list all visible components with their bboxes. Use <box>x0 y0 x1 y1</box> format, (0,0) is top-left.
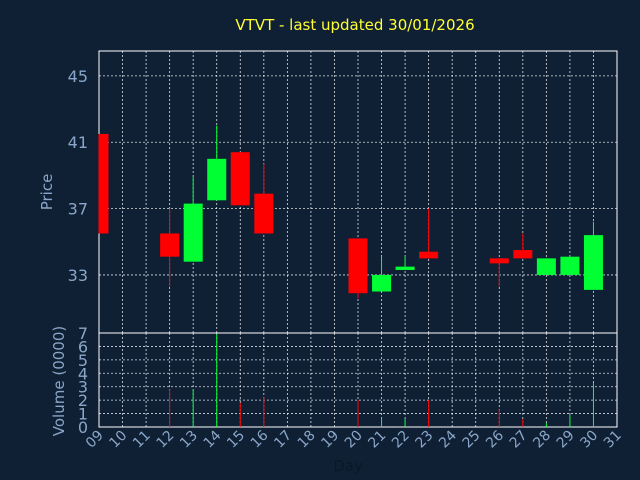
x-tick-label: 17 <box>271 428 295 452</box>
candle <box>98 133 109 234</box>
x-tick-label: 20 <box>342 428 366 452</box>
candle <box>348 238 368 299</box>
candle-body <box>207 158 227 201</box>
candle-body <box>254 193 274 234</box>
price-tick-label: 37 <box>68 200 88 219</box>
x-ticks: 09 10 11 12 13 14 15 16 17 18 19 20 21 22 23 24 25 26 27 28… <box>83 427 625 451</box>
x-tick-label: 11 <box>130 428 154 452</box>
x-tick-label: 15 <box>224 428 248 452</box>
volume-tick-label: 1 <box>78 405 88 424</box>
candle <box>513 233 533 259</box>
volume-tick-label: 7 <box>78 324 88 343</box>
x-tick-label: 30 <box>577 428 601 452</box>
volume-tick-label: 0 <box>78 418 88 437</box>
x-tick-label: 29 <box>554 428 578 452</box>
candle-body <box>560 256 580 275</box>
price-panel: 33 37 41 45 <box>68 50 618 334</box>
x-axis-label: Day <box>333 457 363 475</box>
x-tick-label: 22 <box>389 428 413 452</box>
candle-body <box>513 250 533 259</box>
x-tick-label: 19 <box>318 428 342 452</box>
candle-body <box>395 266 415 270</box>
price-tick-label: 41 <box>68 133 88 152</box>
x-tick-label: 27 <box>507 428 531 452</box>
candle <box>395 256 415 270</box>
volume-bars <box>169 334 594 427</box>
price-y-ticks: 33 37 41 45 <box>68 67 88 285</box>
x-tick-label: 13 <box>177 428 201 452</box>
candle-body <box>536 258 556 275</box>
candle <box>536 258 556 275</box>
candle-body <box>372 274 392 292</box>
candle <box>489 258 509 287</box>
volume-tick-label: 3 <box>78 378 88 397</box>
x-tick-label: 26 <box>483 427 507 451</box>
x-tick-label: 23 <box>413 428 437 452</box>
candle-body <box>183 203 203 262</box>
volume-tick-label: 2 <box>78 391 88 410</box>
volume-tick-label: 6 <box>78 337 88 356</box>
candle-body <box>348 238 368 294</box>
candle <box>583 221 603 290</box>
chart-title: VTVT - last updated 30/01/2026 <box>235 16 474 34</box>
x-tick-label: 12 <box>154 428 178 452</box>
x-tick-label: 24 <box>436 427 460 451</box>
candle-body <box>419 251 439 259</box>
x-tick-label: 16 <box>248 427 272 451</box>
candle <box>419 208 439 259</box>
candle <box>160 208 180 287</box>
x-tick-label: 18 <box>295 428 319 452</box>
y-axis-label: Price <box>38 174 56 211</box>
candle <box>230 152 250 206</box>
candle-body <box>230 152 250 206</box>
price-tick-label: 45 <box>68 67 88 86</box>
candle <box>372 256 392 292</box>
x-tick-label: 14 <box>201 427 225 451</box>
volume-tick-label: 4 <box>78 364 88 383</box>
volume-axis-label: Volume (0000) <box>50 326 68 436</box>
x-tick-label: 25 <box>460 428 484 452</box>
x-tick-label: 21 <box>365 428 389 452</box>
candle-body <box>489 258 509 264</box>
price-tick-label: 33 <box>68 266 88 285</box>
x-tick-label: 31 <box>601 428 625 452</box>
volume-tick-label: 5 <box>78 351 88 370</box>
candle-body <box>99 133 109 234</box>
candle <box>183 177 203 262</box>
candle <box>207 125 227 201</box>
candles <box>98 125 603 299</box>
x-tick-label: 10 <box>106 428 130 452</box>
candle-body <box>160 233 180 257</box>
candle <box>560 256 580 275</box>
candle-body <box>583 235 603 290</box>
x-tick-label: 28 <box>530 428 554 452</box>
candle <box>254 163 274 234</box>
